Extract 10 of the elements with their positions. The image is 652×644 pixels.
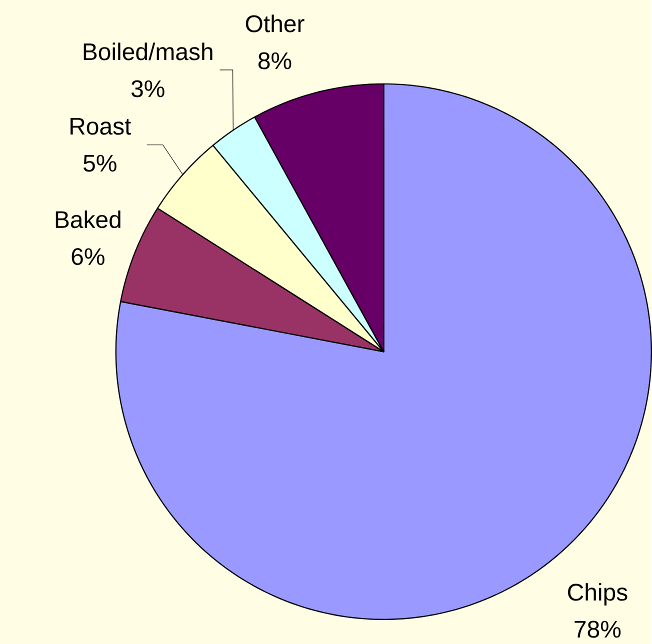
slice-label: Chips bbox=[568, 582, 628, 606]
slice-label: Baked bbox=[56, 210, 120, 228]
data-label: 78% bbox=[574, 620, 621, 638]
data-label: 5% bbox=[84, 154, 116, 172]
slice-label: Roast bbox=[70, 118, 132, 135]
data-label: 8% bbox=[258, 52, 292, 70]
data-label: 6% bbox=[72, 248, 104, 265]
slice-label: Boiled/mash bbox=[84, 42, 212, 60]
data-label: 3% bbox=[131, 80, 164, 98]
slice-label: Other bbox=[246, 14, 304, 32]
